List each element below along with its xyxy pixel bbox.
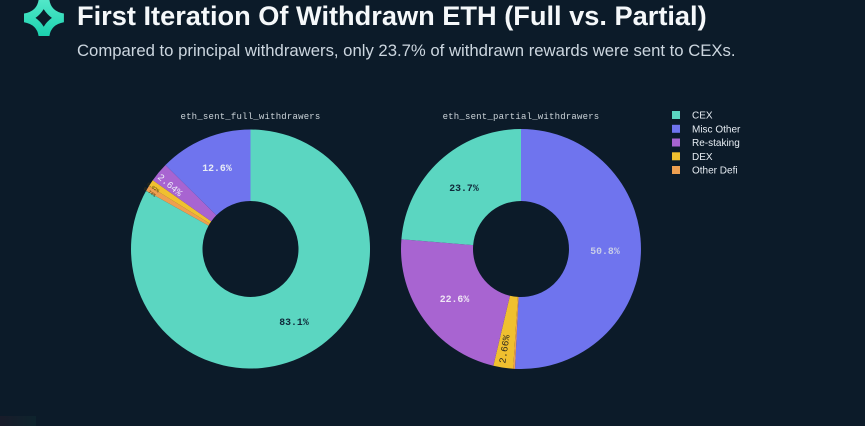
svg-text:2.66%: 2.66% [497,334,512,364]
svg-text:23.7%: 23.7% [449,183,479,194]
svg-text:22.6%: 22.6% [440,294,470,305]
svg-text:50.8%: 50.8% [590,246,620,257]
svg-text:Re-staking: Re-staking [692,138,740,149]
svg-text:12.6%: 12.6% [202,163,232,174]
svg-text:eth_sent_partial_withdrawers: eth_sent_partial_withdrawers [443,112,600,122]
svg-text:Misc Other: Misc Other [692,124,741,135]
svg-text:83.1%: 83.1% [279,317,309,328]
svg-text:Other Defi: Other Defi [692,166,738,177]
svg-text:eth_sent_full_withdrawers: eth_sent_full_withdrawers [180,112,320,122]
svg-text:DEX: DEX [692,152,713,163]
svg-text:CEX: CEX [692,111,713,122]
